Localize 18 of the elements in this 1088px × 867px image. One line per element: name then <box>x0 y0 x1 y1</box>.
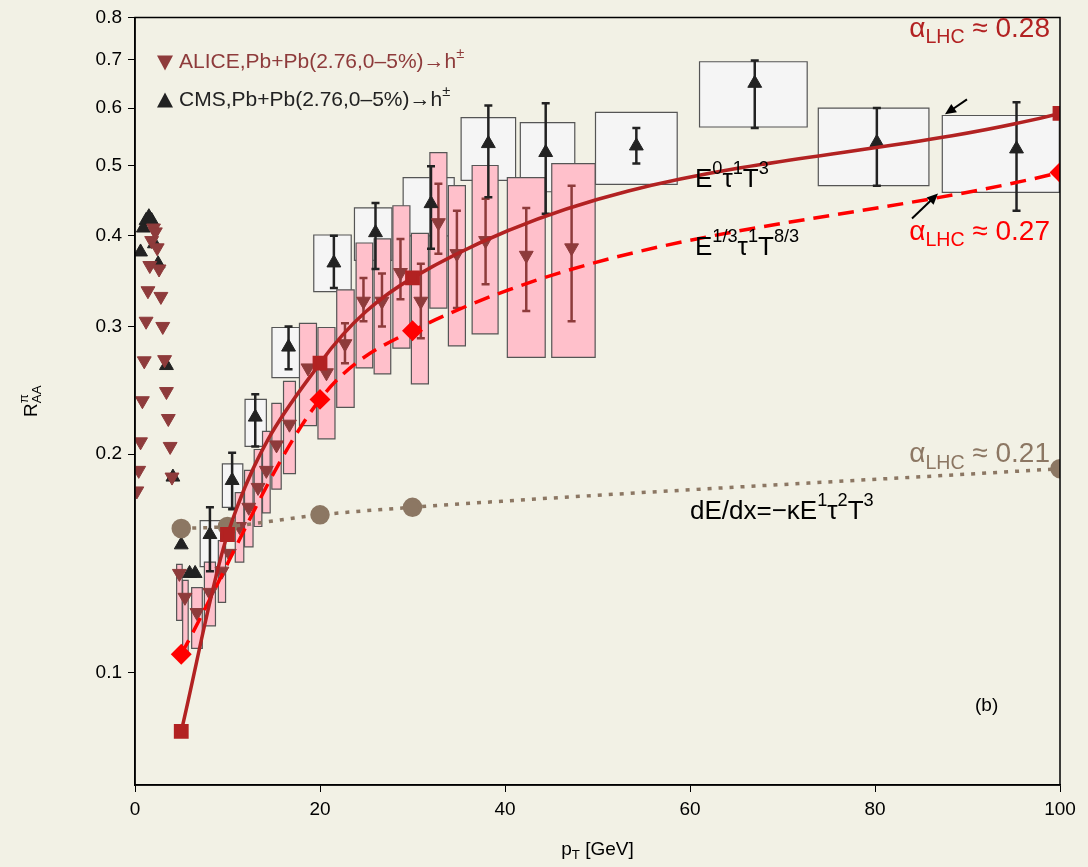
x-tick-label: 60 <box>679 797 701 819</box>
y-tick-label: 0.5 <box>95 153 122 175</box>
y-tick-label: 0.2 <box>95 442 122 464</box>
y-tick-label: 0.7 <box>95 47 122 69</box>
y-axis-title: RAAπ <box>15 385 45 417</box>
y-tick-label: 0.1 <box>95 660 122 682</box>
annotation: (b) <box>975 694 999 716</box>
x-tick-label: 0 <box>129 797 141 819</box>
x-tick-label: 40 <box>494 797 516 819</box>
y-tick-label: 0.6 <box>95 96 122 118</box>
x-tick-label: 100 <box>1044 797 1076 819</box>
y-tick-label: 0.4 <box>95 224 123 246</box>
x-tick-label: 80 <box>864 797 886 819</box>
legend-label: CMS,Pb+Pb(2.76,0–5%)→h± <box>179 82 451 111</box>
legend-label: ALICE,Pb+Pb(2.76,0–5%)→h± <box>179 44 465 73</box>
x-tick-label: 20 <box>309 797 331 819</box>
y-tick-label: 0.8 <box>95 5 122 27</box>
y-tick-label: 0.3 <box>95 314 122 336</box>
